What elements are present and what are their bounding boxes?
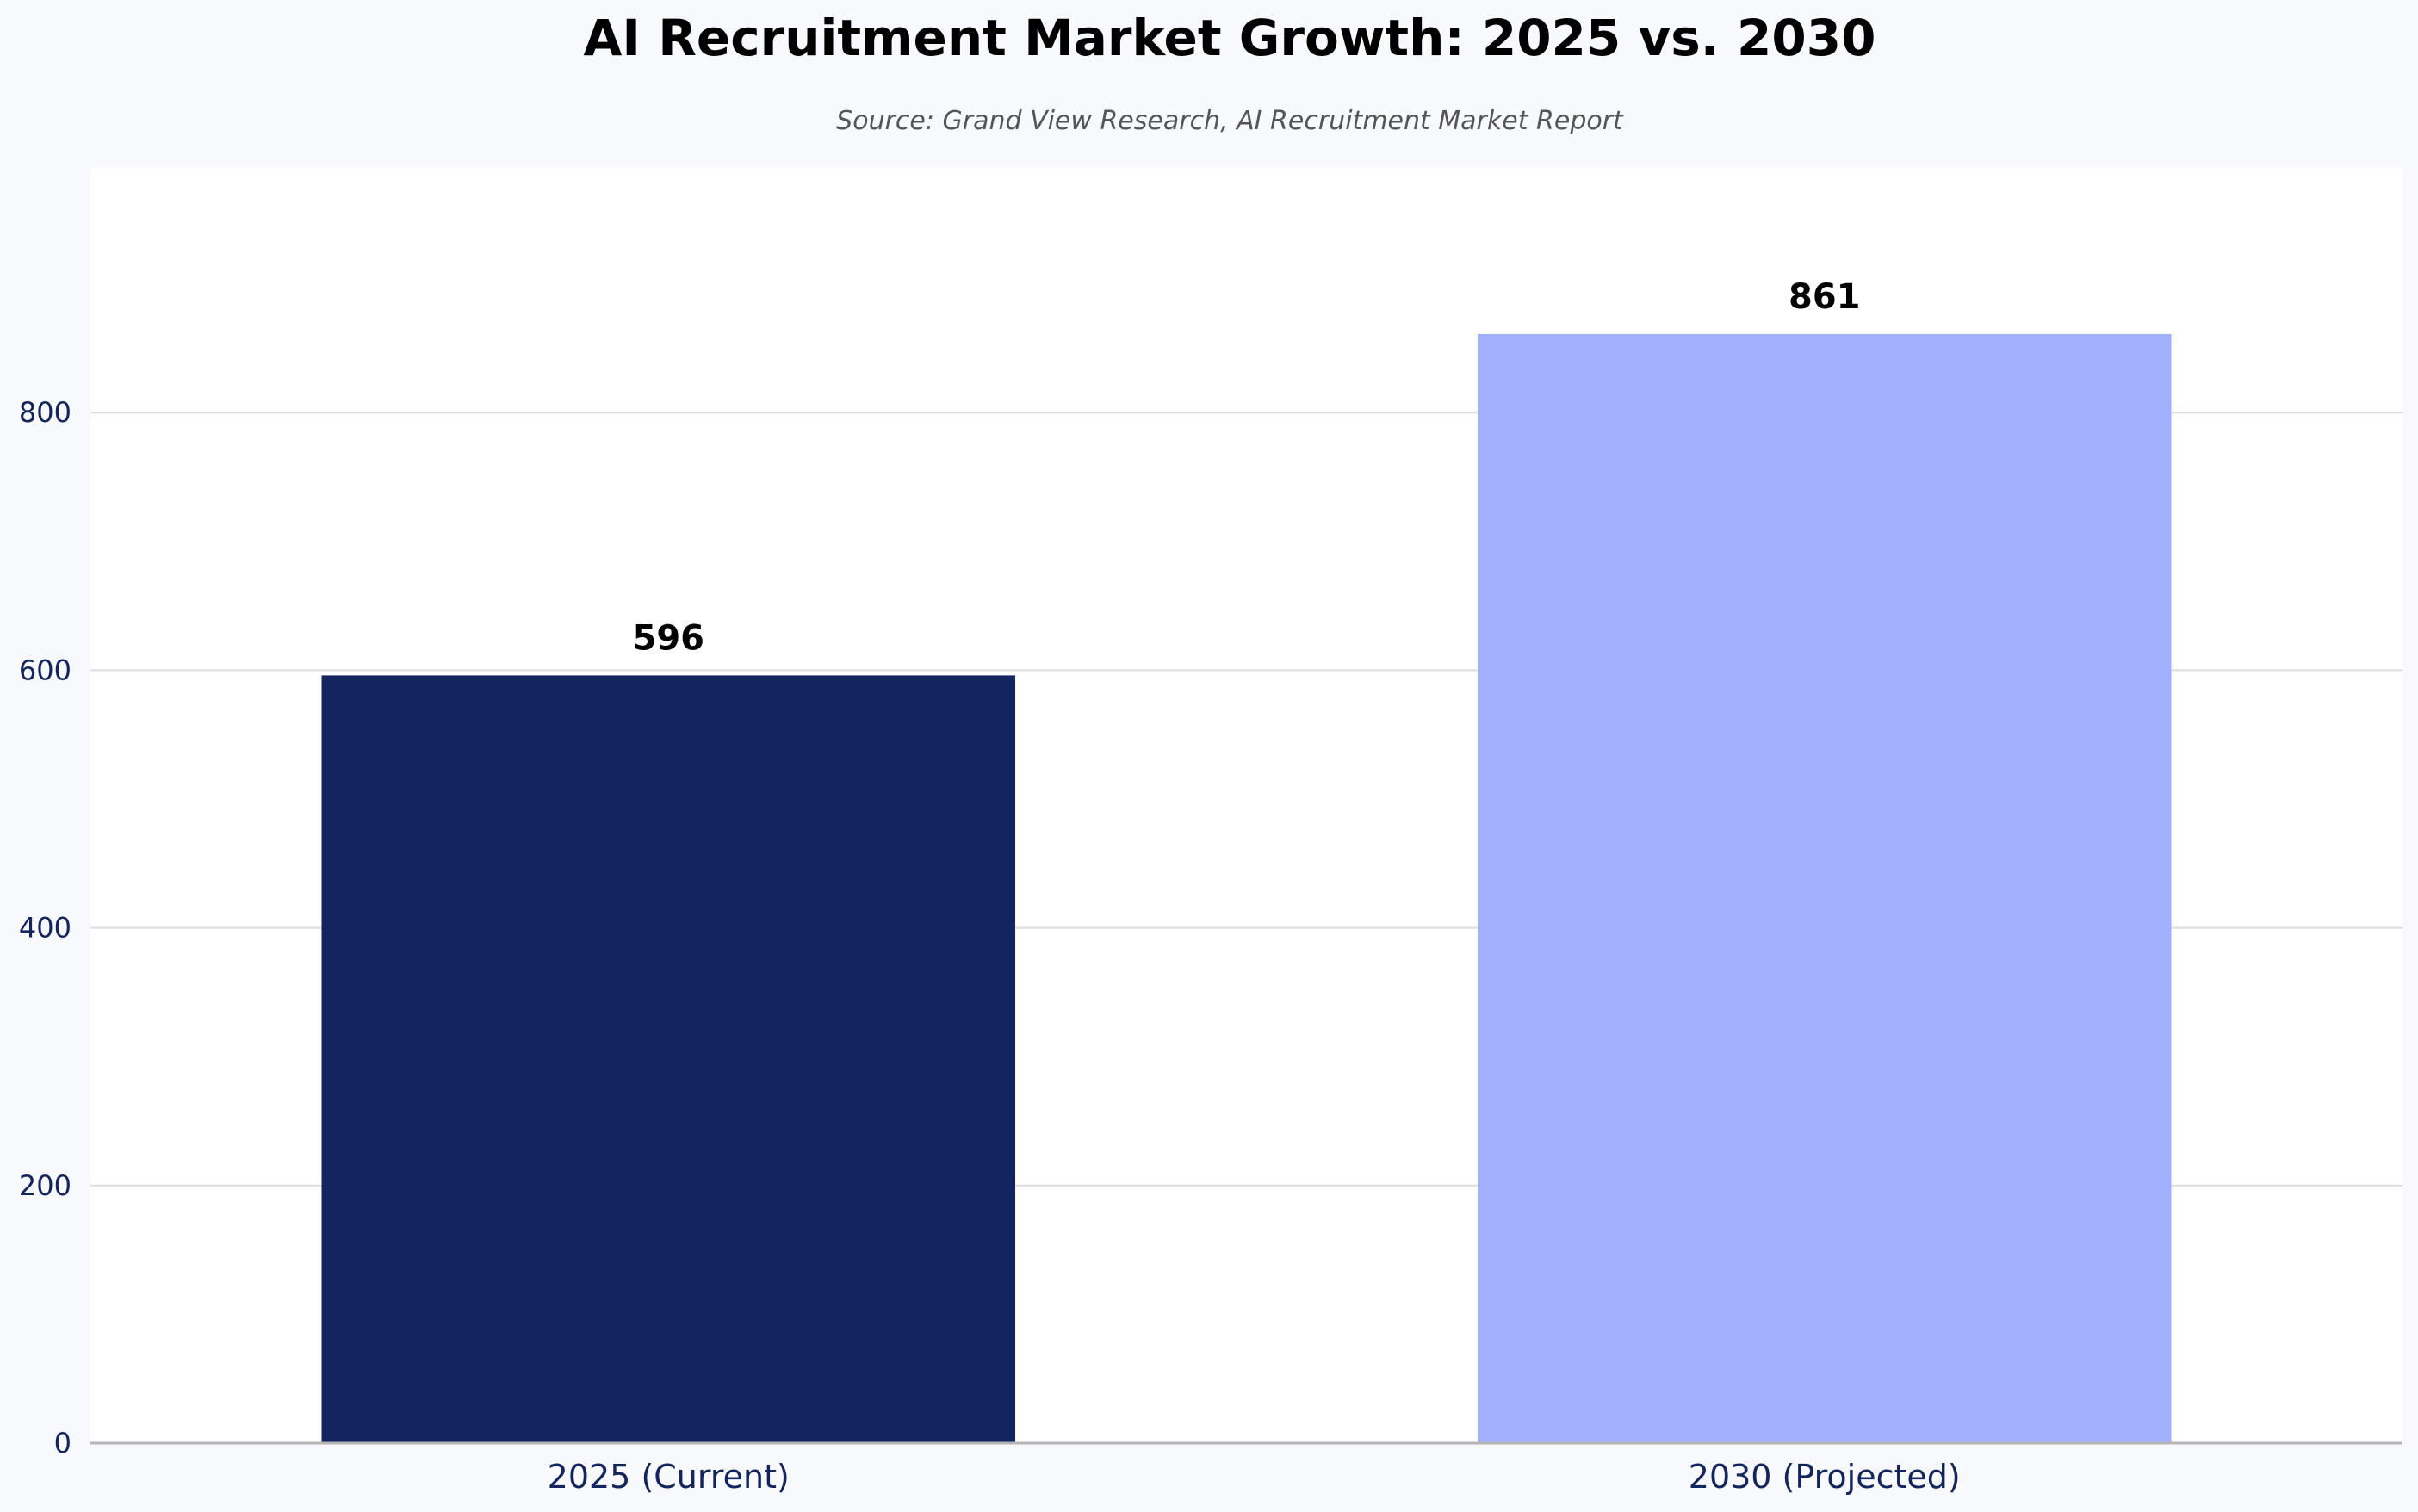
bar-1 bbox=[321, 675, 1015, 1443]
y-tick-label: 0 bbox=[54, 1427, 71, 1459]
chart-title: AI Recruitment Market Growth: 2025 vs. 2… bbox=[584, 9, 1876, 67]
value-label-2: 861 bbox=[1789, 277, 1861, 317]
x-tick-labels: 2025 (Current) 2030 (Projected) bbox=[548, 1458, 1961, 1496]
x-tick-label-2: 2030 (Projected) bbox=[1689, 1458, 1961, 1496]
y-tick-label: 800 bbox=[19, 396, 71, 429]
bar-2 bbox=[1478, 333, 2172, 1444]
y-tick-labels: 0 200 400 600 800 bbox=[19, 396, 71, 1459]
y-tick-label: 400 bbox=[19, 912, 71, 945]
x-tick-label-1: 2025 (Current) bbox=[548, 1458, 790, 1496]
y-tick-label: 600 bbox=[19, 654, 71, 686]
value-label-1: 596 bbox=[633, 618, 705, 658]
value-labels: 596 861 bbox=[633, 277, 1861, 658]
bars bbox=[321, 333, 2172, 1444]
chart-subtitle: Source: Grand View Research, AI Recruitm… bbox=[836, 106, 1624, 136]
y-tick-label: 200 bbox=[19, 1169, 71, 1202]
